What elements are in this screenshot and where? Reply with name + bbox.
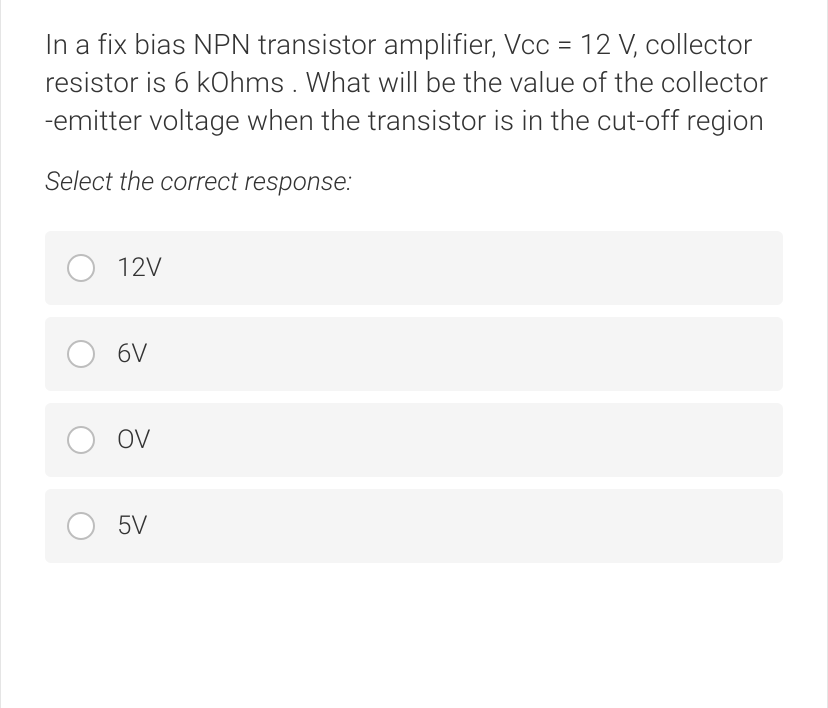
- option-0[interactable]: 12V: [45, 231, 783, 305]
- radio-icon: [67, 426, 95, 454]
- radio-icon: [67, 512, 95, 540]
- question-text: In a fix bias NPN transistor amplifier, …: [45, 26, 783, 139]
- option-label: 12V: [117, 253, 162, 283]
- options-group: 12V 6V OV 5V: [45, 231, 783, 563]
- option-label: 6V: [117, 339, 147, 369]
- option-3[interactable]: 5V: [45, 489, 783, 563]
- question-card: In a fix bias NPN transistor amplifier, …: [15, 0, 813, 708]
- page-frame: In a fix bias NPN transistor amplifier, …: [0, 0, 828, 708]
- option-label: OV: [117, 425, 150, 455]
- option-1[interactable]: 6V: [45, 317, 783, 391]
- instruction-text: Select the correct response:: [45, 167, 783, 197]
- radio-icon: [67, 254, 95, 282]
- option-2[interactable]: OV: [45, 403, 783, 477]
- option-label: 5V: [117, 511, 147, 541]
- radio-icon: [67, 340, 95, 368]
